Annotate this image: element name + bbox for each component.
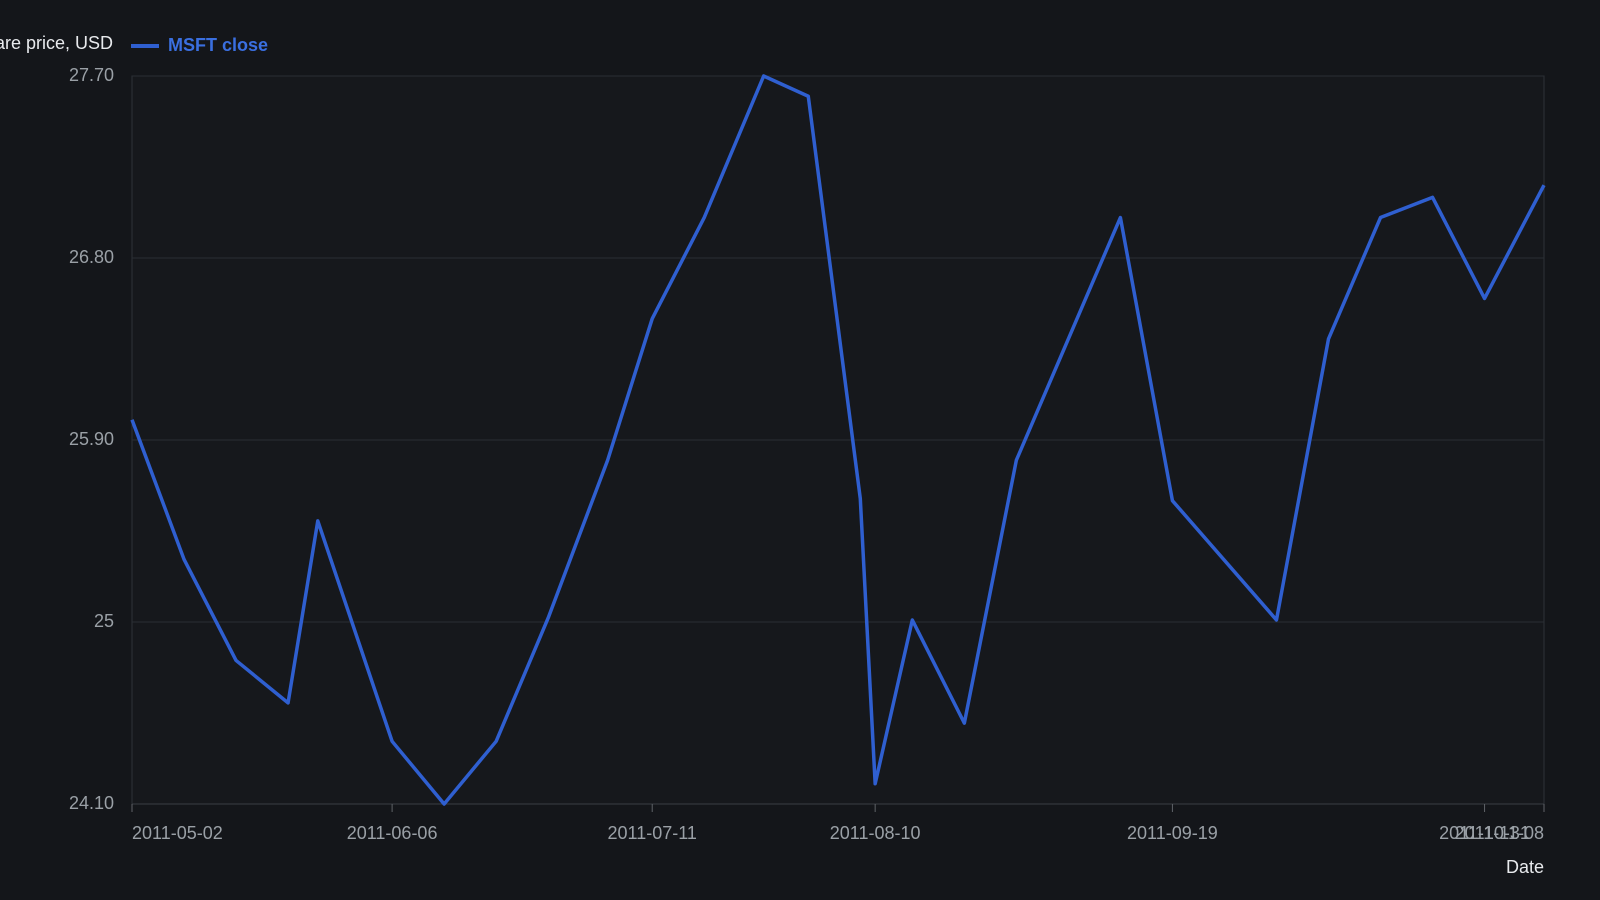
x-tick-label: 2011-05-02 [132,823,223,843]
y-axis-title: Share price, USD [0,33,113,53]
x-tick-label: 2011-09-19 [1127,823,1218,843]
y-tick-label: 25 [94,611,114,631]
x-tick-label: 2011-08-10 [830,823,921,843]
legend-text: MSFT close [168,35,268,55]
y-tick-label: 24.10 [69,793,114,813]
x-tick-label: 2011-10-31 [1439,823,1530,843]
y-tick-label: 26.80 [69,247,114,267]
price-line [130,74,1546,806]
x-tick-label: 2011-07-11 [608,823,697,843]
x-tick-label: 2011-11-08 [1455,823,1544,843]
x-axis-title: Date [1506,857,1544,877]
x-tick-label: 2011-06-06 [347,823,438,843]
y-tick-label: 27.70 [69,65,114,85]
y-tick-label: 25.90 [69,429,114,449]
